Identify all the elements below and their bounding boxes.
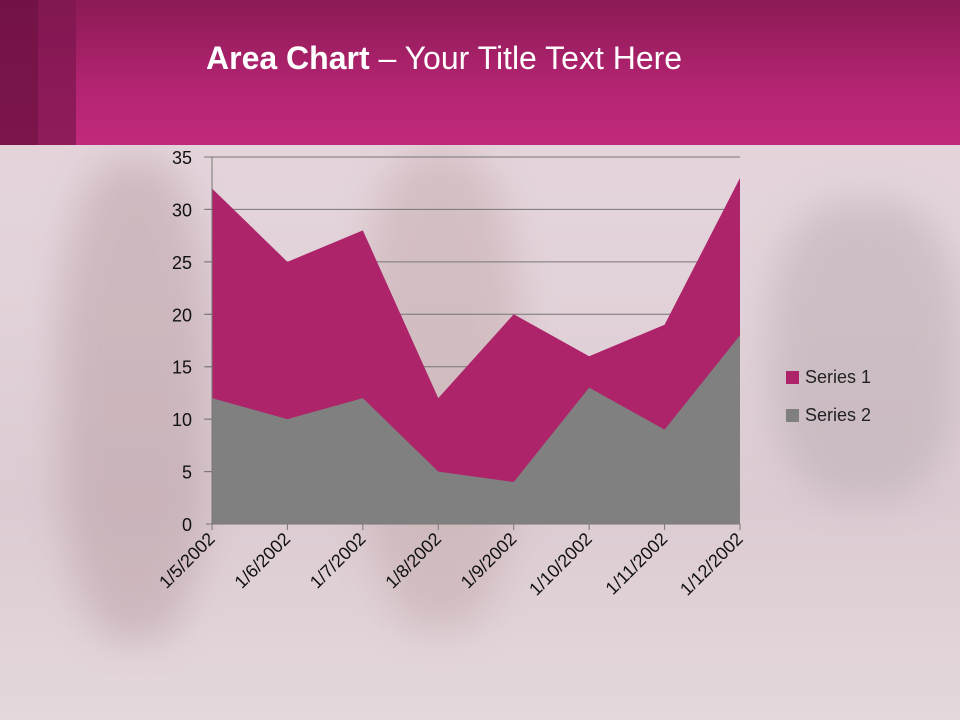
x-tick-label: 1/9/2002 [457, 529, 521, 593]
x-tick-label: 1/10/2002 [525, 529, 596, 600]
y-tick-label: 20 [172, 305, 192, 325]
x-tick-label: 1/5/2002 [155, 529, 219, 593]
x-tick-label: 1/8/2002 [381, 529, 445, 593]
legend-series-1: Series 1 [786, 358, 871, 396]
area-series-2 [212, 335, 740, 524]
chart-legend: Series 1 Series 2 [786, 358, 871, 434]
slide-header: Area Chart – Your Title Text Here [0, 0, 960, 145]
decorative-square [38, 0, 76, 145]
y-tick-label: 15 [172, 358, 192, 378]
x-tick-label: 1/11/2002 [602, 529, 672, 599]
title-bold: Area Chart [206, 40, 370, 76]
x-tick-label: 1/12/2002 [676, 529, 747, 600]
decorative-square [0, 0, 38, 145]
background-photo [770, 200, 960, 500]
legend-swatch [786, 408, 799, 422]
background-photo [60, 160, 210, 640]
legend-label: Series 2 [805, 404, 872, 425]
slide-title: Area Chart – Your Title Text Here [206, 40, 682, 77]
y-tick-label: 30 [172, 200, 192, 220]
legend-swatch [786, 370, 799, 384]
y-tick-label: 5 [182, 463, 192, 483]
y-tick-label: 25 [172, 253, 192, 273]
legend-label: Series 1 [805, 366, 872, 387]
x-tick-label: 1/6/2002 [231, 529, 295, 593]
legend-series-2: Series 2 [786, 396, 871, 434]
y-tick-label: 0 [182, 515, 192, 535]
y-tick-label: 10 [172, 410, 192, 430]
title-rest: – Your Title Text Here [369, 40, 683, 76]
y-tick-label: 35 [172, 148, 192, 168]
x-tick-label: 1/7/2002 [306, 529, 370, 593]
